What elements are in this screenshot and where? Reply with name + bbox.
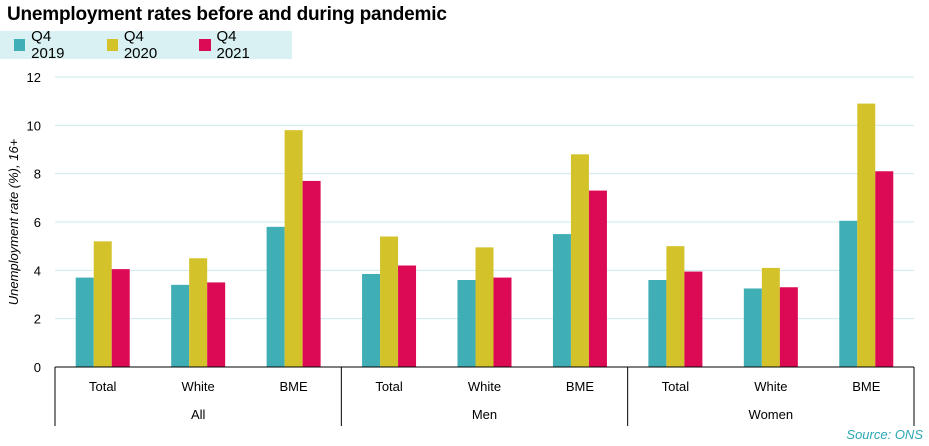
legend-item: Q4 2021 xyxy=(199,28,270,62)
x-category-label: Total xyxy=(375,379,403,394)
legend-swatch xyxy=(106,39,118,51)
bar xyxy=(666,246,685,367)
bar xyxy=(475,247,494,367)
x-category-label: BME xyxy=(280,379,309,394)
bar xyxy=(588,190,607,367)
bar xyxy=(171,284,190,367)
bar xyxy=(75,277,94,367)
legend-label: Q4 2021 xyxy=(216,28,250,62)
y-tick-label: 8 xyxy=(34,167,41,182)
bar xyxy=(380,236,399,367)
x-category-label: White xyxy=(754,379,787,394)
legend-item: Q4 2020 xyxy=(106,28,178,62)
bar xyxy=(743,288,762,367)
bar xyxy=(684,271,703,367)
y-tick-label: 10 xyxy=(27,118,41,133)
chart-title: Unemployment rates before and during pan… xyxy=(7,4,447,25)
bar xyxy=(779,287,798,367)
bar xyxy=(93,241,112,367)
bar xyxy=(457,280,476,367)
bar xyxy=(362,273,381,367)
x-group-label: Men xyxy=(472,407,497,422)
x-category-label: White xyxy=(182,379,215,394)
bar xyxy=(266,226,285,367)
legend: Q4 2019 Q4 2020 Q4 2021 xyxy=(0,28,292,62)
bar xyxy=(302,180,321,367)
y-axis-label: Unemployment rate (%), 16+ xyxy=(6,138,21,305)
y-tick-label: 2 xyxy=(34,312,41,327)
bar xyxy=(189,258,208,367)
x-group-label: All xyxy=(191,407,206,422)
legend-swatch xyxy=(14,39,26,51)
legend-swatch xyxy=(199,39,211,51)
source-note: Source: ONS xyxy=(846,427,923,442)
bar xyxy=(648,280,667,367)
bar xyxy=(857,103,876,367)
legend-item: Q4 2019 xyxy=(14,28,85,62)
y-tick-label: 6 xyxy=(34,215,41,230)
legend-label: Q4 2020 xyxy=(123,28,158,62)
bar xyxy=(875,171,894,367)
bar xyxy=(398,265,417,367)
x-group-label: Women xyxy=(749,407,794,422)
x-category-label: Total xyxy=(89,379,117,394)
bar xyxy=(839,220,858,367)
legend-label: Q4 2019 xyxy=(31,28,65,62)
bar xyxy=(761,267,780,367)
bar xyxy=(570,154,589,367)
x-category-label: White xyxy=(468,379,501,394)
bar xyxy=(493,277,512,367)
x-category-label: BME xyxy=(566,379,595,394)
y-tick-label: 4 xyxy=(34,263,41,278)
bar xyxy=(111,269,130,367)
bar xyxy=(207,282,226,367)
y-tick-label: 0 xyxy=(34,360,41,375)
x-category-label: BME xyxy=(852,379,881,394)
y-tick-label: 12 xyxy=(27,70,41,85)
x-category-label: Total xyxy=(662,379,690,394)
bar xyxy=(284,130,303,367)
bar xyxy=(552,234,571,367)
